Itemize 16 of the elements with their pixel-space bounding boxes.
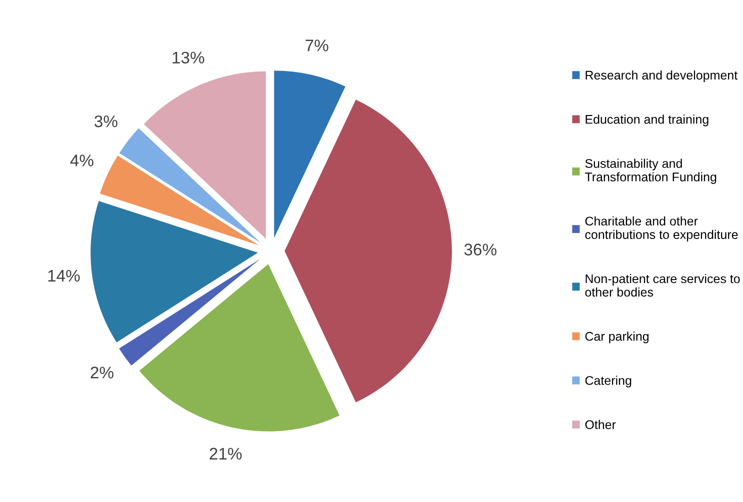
legend-label: Catering [585,376,632,388]
legend-label: Sustainability and Transformation Funding [584,158,716,184]
data-label: 21% [210,448,242,460]
data-label: 7% [306,40,328,52]
legend-label: Education and training [586,114,708,126]
data-label: 14% [48,270,80,282]
legend-label: Non-patient care services to other bodies [585,274,740,297]
data-label: 4% [70,154,94,166]
data-label: 2% [90,366,114,378]
legend-label: Charitable and other contributions to expenditure [585,216,738,242]
data-label: 13% [172,52,204,64]
legend-label: Research and development [586,70,738,82]
data-label: 36% [464,244,496,256]
data-label: 3% [94,115,118,128]
legend-label: Other [585,420,616,430]
legend-label: Car parking [585,332,649,344]
